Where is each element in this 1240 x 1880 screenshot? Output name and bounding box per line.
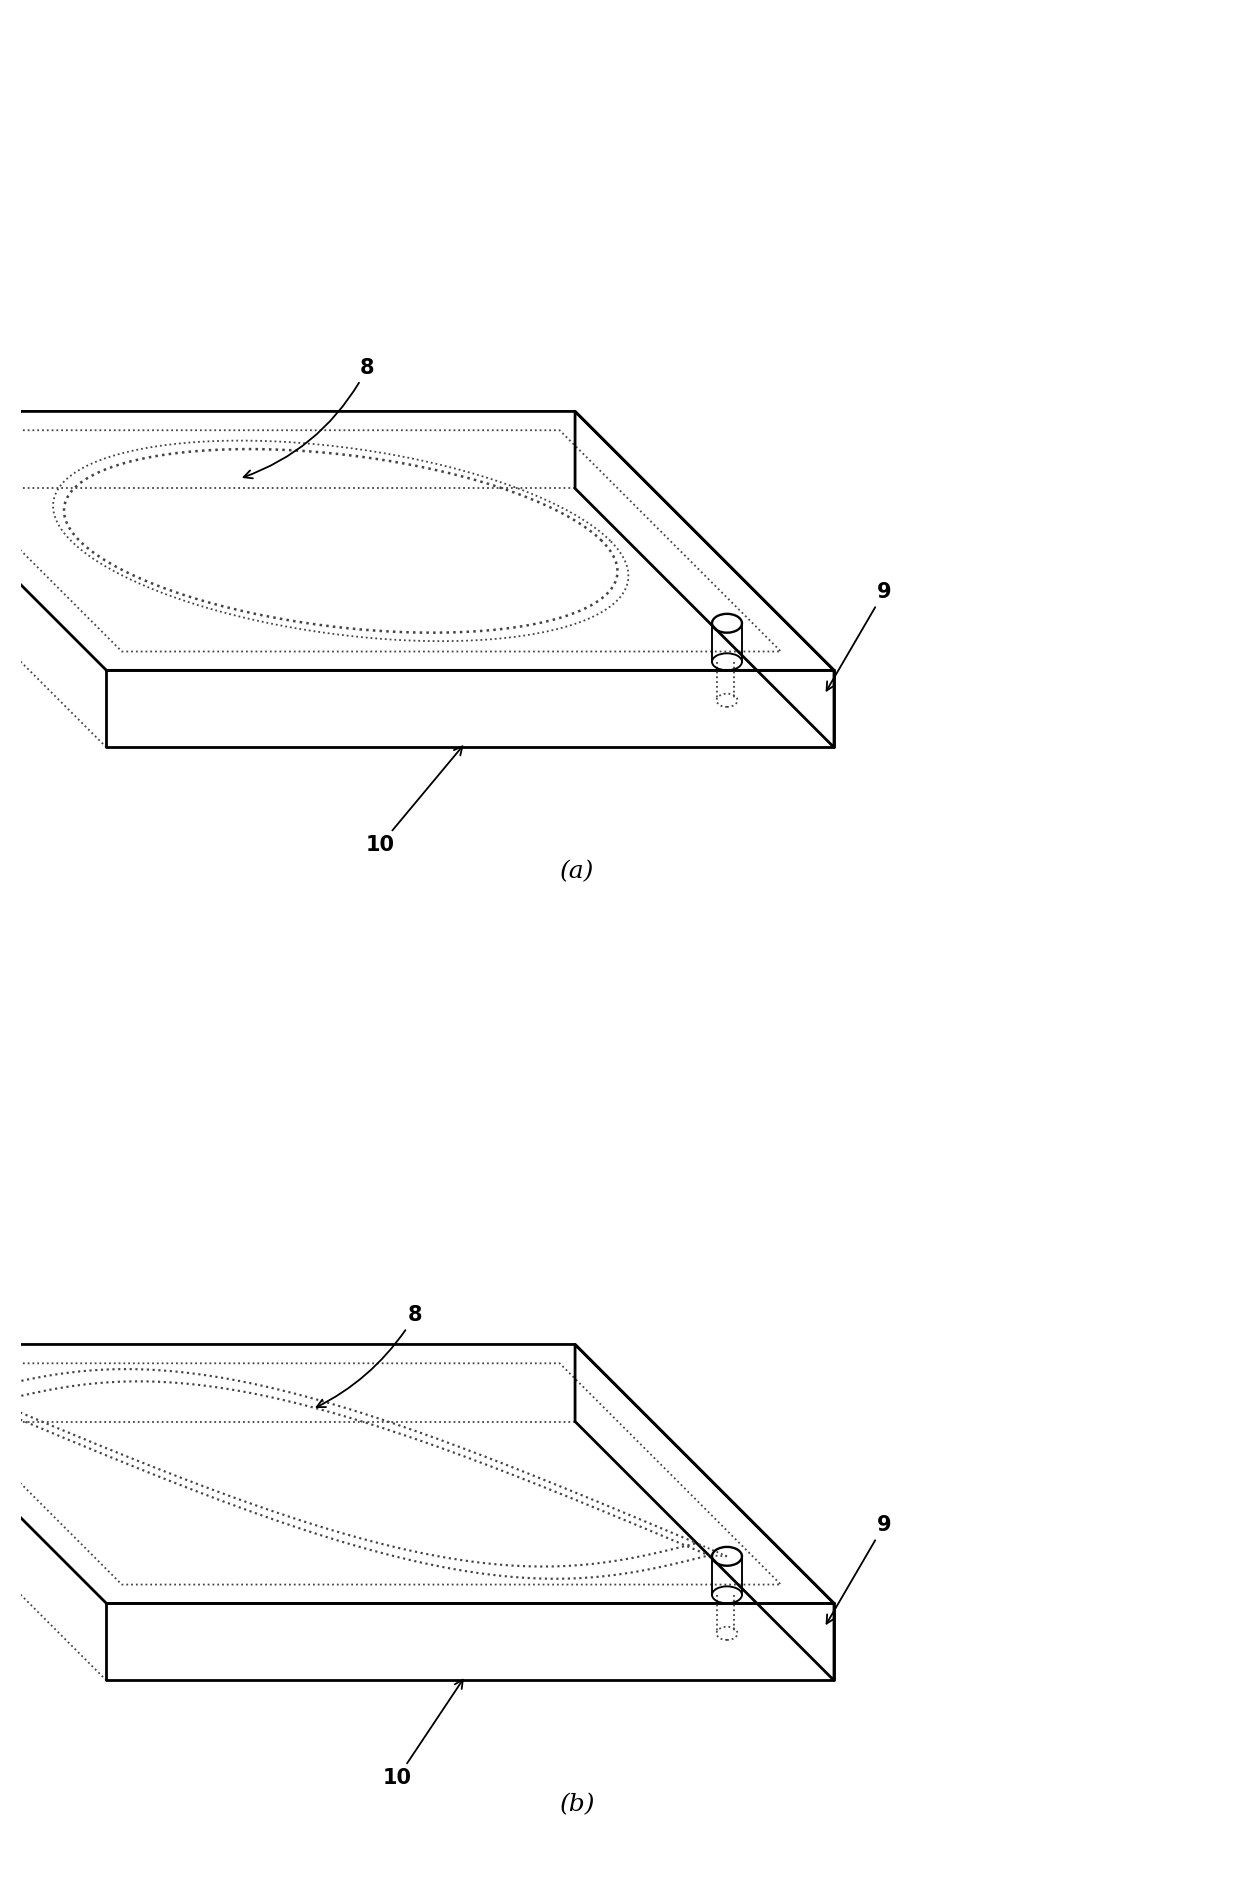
Text: 8: 8 <box>316 1305 423 1406</box>
Text: (b): (b) <box>559 1794 595 1816</box>
Text: 10: 10 <box>382 1679 463 1788</box>
Text: 8: 8 <box>243 357 374 478</box>
Text: 10: 10 <box>366 746 463 855</box>
Text: 9: 9 <box>827 1515 892 1624</box>
Text: 9: 9 <box>827 583 892 690</box>
Text: (a): (a) <box>560 859 594 884</box>
